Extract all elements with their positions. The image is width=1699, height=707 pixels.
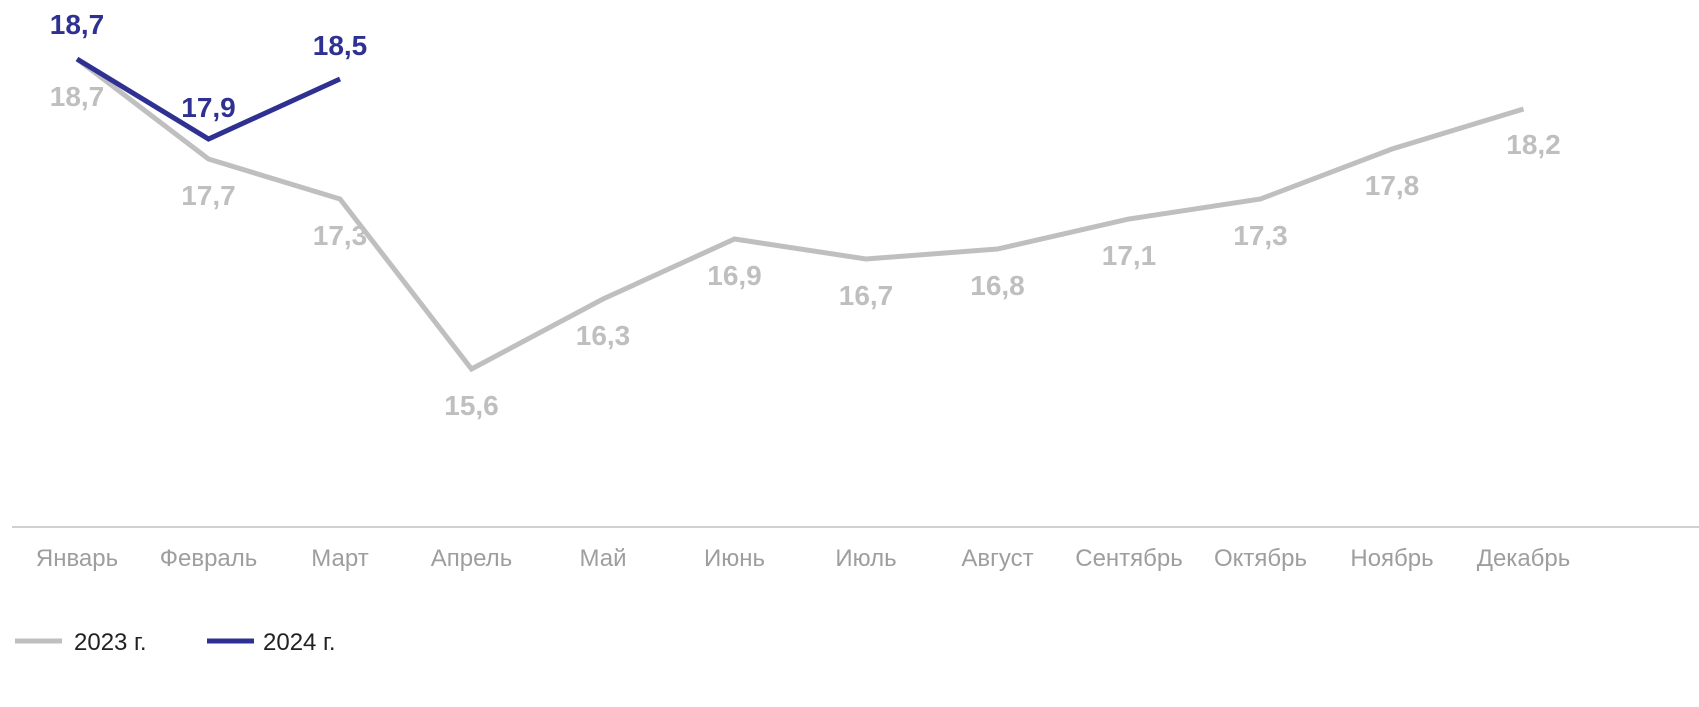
data-label-2023: 17,3	[1233, 220, 1288, 251]
x-tick-label: Август	[961, 545, 1033, 572]
data-label-2023: 18,2	[1506, 129, 1561, 160]
data-label-2023: 15,6	[444, 390, 499, 421]
x-tick-label: Октябрь	[1214, 545, 1307, 572]
x-tick-label: Июль	[835, 545, 896, 572]
data-label-2024: 17,9	[181, 92, 236, 123]
x-tick-label: Сентябрь	[1075, 545, 1183, 572]
legend-label: 2024 г.	[263, 629, 336, 656]
data-label-2024: 18,7	[50, 9, 105, 40]
x-tick-label: Май	[579, 545, 626, 572]
data-label-2023: 17,3	[313, 220, 368, 251]
legend: 2023 г. 2024 г.	[15, 629, 336, 656]
x-tick-label: Январь	[36, 545, 118, 572]
data-label-2023: 18,7	[50, 81, 105, 112]
data-label-layer: 18,7 17,7 17,3 15,6 16,3 16,9 16,7 16,8 17,1 17,3…	[50, 9, 1561, 421]
x-tick-label: Ноябрь	[1350, 545, 1433, 572]
data-label-2023: 16,3	[576, 320, 631, 351]
data-label-2024: 18,5	[313, 30, 368, 61]
x-tick-label: Февраль	[160, 545, 258, 572]
data-label-2023: 16,7	[839, 280, 894, 311]
x-tick-label: Декабрь	[1477, 545, 1571, 572]
data-label-2023: 16,8	[970, 270, 1025, 301]
axis-layer: Январь Февраль Март Апрель Май Июнь Июль Август…	[12, 526, 1699, 572]
data-label-2023: 16,9	[707, 260, 762, 291]
x-tick-label: Июнь	[704, 545, 765, 572]
series-line-2023	[75, 57, 1525, 373]
x-tick-label: Март	[311, 545, 368, 572]
data-label-2023: 17,7	[181, 180, 236, 211]
x-tick-label: Апрель	[431, 545, 512, 572]
series-line-2024	[75, 56, 342, 142]
legend-label: 2023 г.	[74, 629, 147, 656]
series-layer	[75, 56, 1525, 373]
data-label-2023: 17,8	[1365, 170, 1420, 201]
data-label-2023: 17,1	[1102, 240, 1157, 271]
